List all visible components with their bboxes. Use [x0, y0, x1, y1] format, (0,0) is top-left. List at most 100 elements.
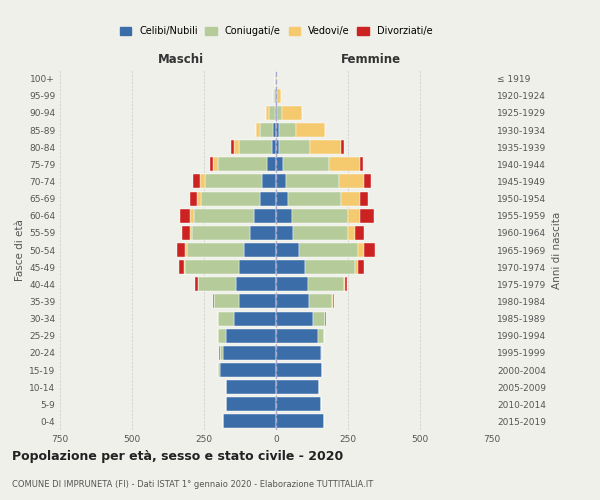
Bar [276, 278, 308, 291]
Bar [345, 278, 347, 291]
Bar [293, 226, 348, 240]
Bar [218, 158, 268, 172]
Bar [190, 226, 193, 240]
Bar [187, 243, 244, 257]
Bar [341, 192, 359, 205]
Bar [234, 312, 276, 326]
Bar [348, 208, 359, 222]
Bar [198, 278, 236, 291]
Bar [276, 294, 309, 308]
Bar [286, 174, 340, 188]
Bar [218, 363, 220, 377]
Bar [299, 243, 358, 257]
Bar [239, 140, 272, 154]
Bar [181, 208, 190, 222]
Bar [348, 226, 355, 240]
Bar [236, 278, 276, 291]
Bar [276, 346, 320, 360]
Bar [260, 123, 273, 137]
Bar [355, 226, 364, 240]
Bar [194, 208, 254, 222]
Bar [280, 140, 310, 154]
Bar [232, 140, 234, 154]
Bar [359, 158, 363, 172]
Bar [325, 312, 326, 326]
Bar [197, 192, 201, 205]
Bar [276, 328, 318, 342]
Bar [218, 312, 234, 326]
Bar [276, 123, 279, 137]
Bar [210, 158, 213, 172]
Bar [201, 192, 260, 205]
Bar [193, 226, 250, 240]
Bar [318, 328, 323, 342]
Bar [276, 174, 286, 188]
Bar [320, 346, 322, 360]
Bar [308, 278, 344, 291]
Bar [200, 174, 205, 188]
Bar [364, 243, 376, 257]
Bar [244, 243, 276, 257]
Bar [254, 208, 276, 222]
Bar [205, 174, 262, 188]
Bar [309, 294, 332, 308]
Bar [274, 88, 275, 102]
Y-axis label: Anni di nascita: Anni di nascita [551, 212, 562, 288]
Bar [179, 260, 184, 274]
Bar [276, 208, 292, 222]
Bar [218, 328, 226, 342]
Bar [220, 363, 276, 377]
Bar [276, 158, 283, 172]
Bar [358, 243, 364, 257]
Bar [239, 294, 276, 308]
Bar [226, 328, 276, 342]
Text: COMUNE DI IMPRUNETA (FI) - Dati ISTAT 1° gennaio 2020 - Elaborazione TUTTITALIA.: COMUNE DI IMPRUNETA (FI) - Dati ISTAT 1°… [12, 480, 373, 489]
Bar [359, 208, 374, 222]
Bar [358, 260, 364, 274]
Bar [283, 158, 329, 172]
Bar [176, 243, 185, 257]
Bar [276, 414, 323, 428]
Bar [272, 140, 276, 154]
Bar [269, 106, 275, 120]
Bar [226, 398, 276, 411]
Bar [212, 294, 214, 308]
Bar [276, 380, 319, 394]
Bar [277, 88, 281, 102]
Bar [276, 398, 320, 411]
Bar [239, 260, 276, 274]
Bar [341, 140, 344, 154]
Bar [184, 260, 185, 274]
Bar [310, 140, 341, 154]
Text: Popolazione per età, sesso e stato civile - 2020: Popolazione per età, sesso e stato civil… [12, 450, 343, 463]
Bar [250, 226, 276, 240]
Legend: Celibi/Nubili, Coniugati/e, Vedovi/e, Divorziati/e: Celibi/Nubili, Coniugati/e, Vedovi/e, Di… [118, 24, 434, 38]
Bar [262, 174, 276, 188]
Bar [266, 106, 269, 120]
Bar [182, 226, 190, 240]
Bar [359, 192, 368, 205]
Bar [305, 260, 355, 274]
Bar [276, 226, 293, 240]
Bar [223, 414, 276, 428]
Bar [185, 260, 239, 274]
Bar [275, 88, 276, 102]
Bar [260, 192, 276, 205]
Bar [213, 158, 218, 172]
Bar [329, 158, 359, 172]
Bar [196, 278, 197, 291]
Bar [226, 380, 276, 394]
Bar [276, 363, 322, 377]
Bar [282, 106, 302, 120]
Bar [277, 106, 282, 120]
Bar [256, 123, 260, 137]
Bar [276, 192, 287, 205]
Bar [313, 312, 325, 326]
Y-axis label: Fasce di età: Fasce di età [15, 219, 25, 281]
Bar [355, 260, 358, 274]
Bar [276, 106, 277, 120]
Bar [287, 192, 341, 205]
Bar [214, 294, 239, 308]
Bar [234, 140, 239, 154]
Bar [333, 294, 334, 308]
